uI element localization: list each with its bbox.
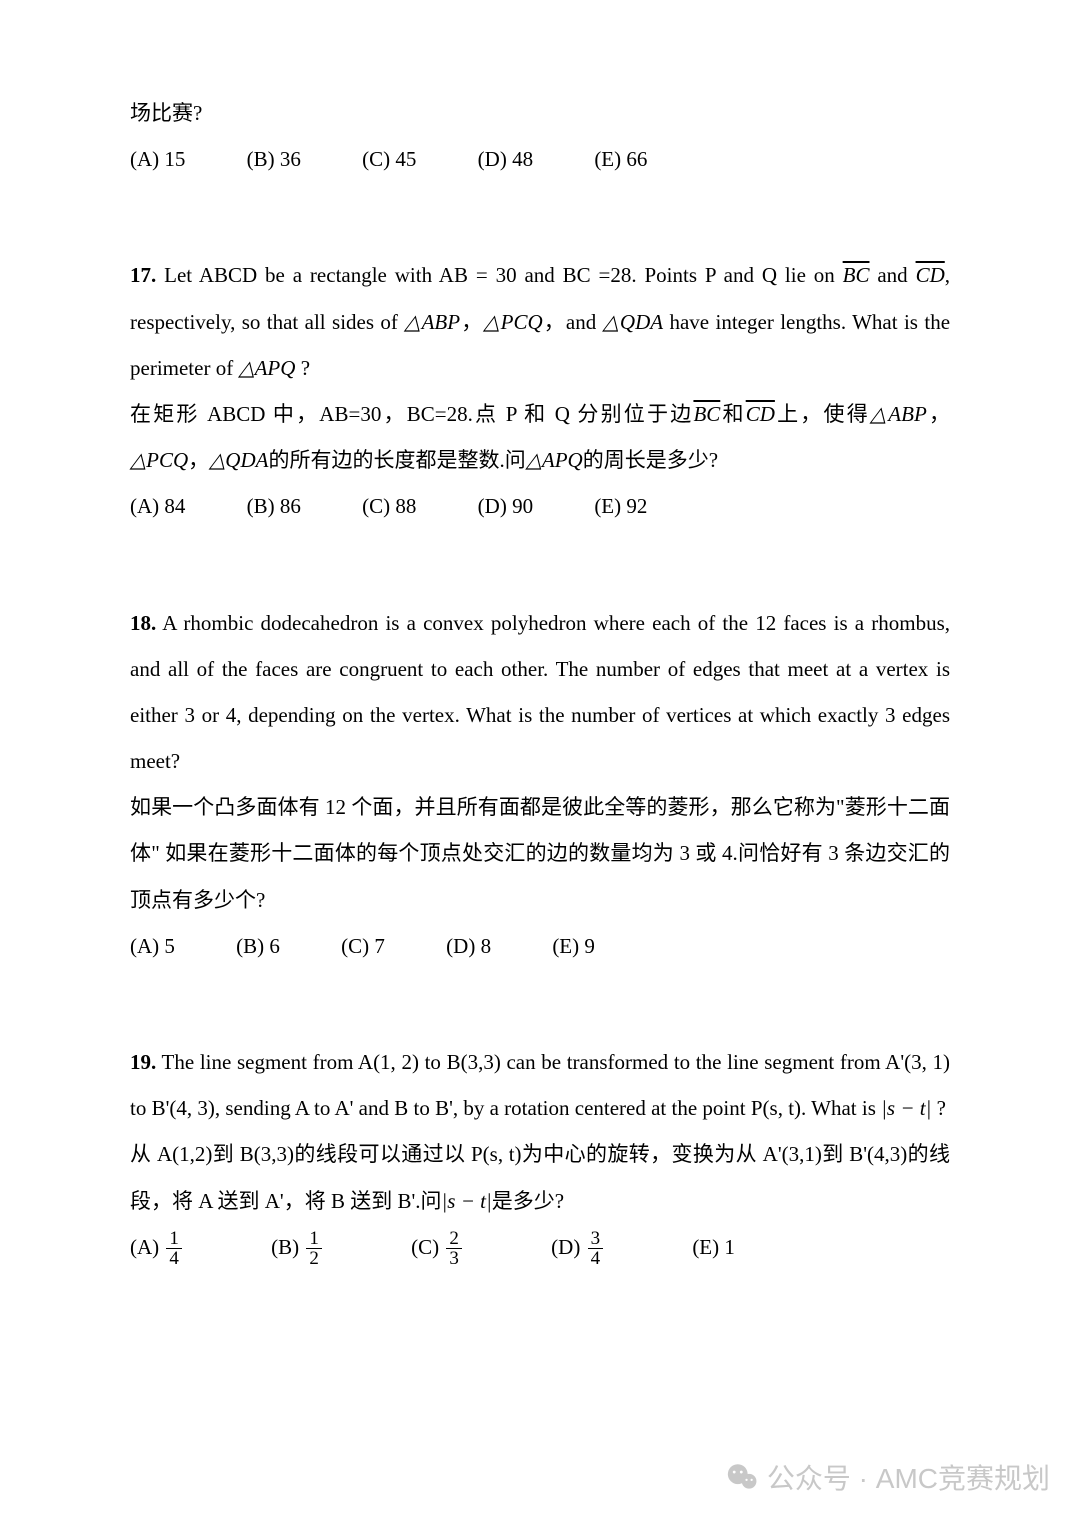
choice-b: (B) 12 xyxy=(271,1235,378,1259)
q19-number: 19. xyxy=(130,1050,156,1074)
q17-zh-part3: 上，使得 xyxy=(775,402,870,426)
choice-b-value: 12 xyxy=(306,1229,350,1270)
tri-apq: △APQ xyxy=(238,356,295,380)
frac-num: 2 xyxy=(446,1229,462,1250)
choice-e: (E) 92 xyxy=(594,494,675,518)
choice-c-value: 45 xyxy=(395,147,416,171)
expr-s-t-zh: |s − t| xyxy=(442,1189,492,1213)
choice-d-value: 48 xyxy=(512,147,533,171)
tri-pcq: △PCQ xyxy=(483,310,542,334)
choice-c-value: 23 xyxy=(446,1229,490,1270)
choice-b: (B) 6 xyxy=(236,934,308,958)
choice-a-value: 15 xyxy=(164,147,185,171)
choice-e: (E) 66 xyxy=(594,147,675,171)
q19-en-part2: ? xyxy=(931,1096,946,1120)
choice-a-value: 14 xyxy=(166,1229,210,1270)
frac-den: 4 xyxy=(166,1249,182,1269)
question-17: 17. Let ABCD be a rectangle with AB = 30… xyxy=(130,252,950,529)
choice-b-value: 6 xyxy=(269,934,280,958)
choice-e-value: 9 xyxy=(584,934,595,958)
frac-den: 4 xyxy=(588,1249,604,1269)
choice-d-value: 34 xyxy=(588,1229,632,1270)
q18-zh: 如果一个凸多面体有 12 个面，并且所有面都是彼此全等的菱形，那么它称为"菱形十… xyxy=(130,784,950,923)
watermark-text: 公众号 · AMC竞赛规划 xyxy=(767,1457,1050,1497)
q18-en: 18. A rhombic dodecahedron is a convex p… xyxy=(130,600,950,785)
q18-number: 18. xyxy=(130,611,156,635)
expr-s-t: |s − t| xyxy=(881,1096,931,1120)
q17-en-part4: ， xyxy=(460,310,483,334)
frac-den: 2 xyxy=(306,1249,322,1269)
q17-en-part5: ，and xyxy=(543,310,603,334)
choice-d: (D) 48 xyxy=(478,147,561,171)
segment-cd: CD xyxy=(916,263,945,287)
watermark: 公众号 · AMC竞赛规划 xyxy=(725,1457,1050,1497)
choice-e-value: 92 xyxy=(626,494,647,518)
question-19: 19. The line segment from A(1, 2) to B(3… xyxy=(130,1039,950,1270)
q18-en-text: A rhombic dodecahedron is a convex polyh… xyxy=(130,611,950,774)
choice-c: (C) 88 xyxy=(362,494,444,518)
choice-d: (D) 34 xyxy=(551,1235,659,1259)
q17-number: 17. xyxy=(130,263,156,287)
tri-abp: △ABP xyxy=(404,310,460,334)
choice-c: (C) 23 xyxy=(411,1235,518,1259)
segment-cd-zh: CD xyxy=(746,402,775,426)
choice-a: (A) 15 xyxy=(130,147,213,171)
tri-apq-zh: △APQ xyxy=(526,448,583,472)
q17-zh-part1: 在矩形 ABCD 中，AB=30，BC=28.点 P 和 Q 分别位于边 xyxy=(130,402,693,426)
choice-d-value: 8 xyxy=(481,934,492,958)
q17-en: 17. Let ABCD be a rectangle with AB = 30… xyxy=(130,252,950,391)
q17-zh-part5: ， xyxy=(188,448,209,472)
q19-zh: 从 A(1,2)到 B(3,3)的线段可以通过以 P(s, t)为中心的旋转，变… xyxy=(130,1131,950,1223)
q17-zh-part4: ， xyxy=(927,402,950,426)
choice-c: (C) 7 xyxy=(341,934,413,958)
q17-en-part7: ? xyxy=(295,356,310,380)
choice-c-value: 88 xyxy=(395,494,416,518)
q17-zh-part2: 和 xyxy=(720,402,745,426)
choice-c: (C) 45 xyxy=(362,147,444,171)
tri-abp-zh: △ABP xyxy=(870,402,927,426)
choice-a-value: 5 xyxy=(164,934,175,958)
frac-num: 1 xyxy=(306,1229,322,1250)
q19-en: 19. The line segment from A(1, 2) to B(3… xyxy=(130,1039,950,1131)
tri-qda-zh: △QDA xyxy=(209,448,268,472)
choice-d: (D) 90 xyxy=(478,494,561,518)
choice-a-value: 84 xyxy=(164,494,185,518)
choice-e-value: 66 xyxy=(626,147,647,171)
q17-zh: 在矩形 ABCD 中，AB=30，BC=28.点 P 和 Q 分别位于边BC和C… xyxy=(130,391,950,483)
wechat-icon xyxy=(725,1460,759,1494)
choice-b: (B) 86 xyxy=(247,494,329,518)
choice-a: (A) 5 xyxy=(130,934,203,958)
choice-d-value: 90 xyxy=(512,494,533,518)
tri-pcq-zh: △PCQ xyxy=(130,448,188,472)
choice-d: (D) 8 xyxy=(446,934,519,958)
choice-b-value: 36 xyxy=(280,147,301,171)
choice-b-value: 86 xyxy=(280,494,301,518)
segment-bc: BC xyxy=(843,263,870,287)
choice-a: (A) 14 xyxy=(130,1235,238,1259)
segment-bc-zh: BC xyxy=(693,402,720,426)
frac-den: 3 xyxy=(446,1249,462,1269)
choice-e: (E) 1 xyxy=(692,1235,763,1259)
choice-c-value: 7 xyxy=(374,934,385,958)
frac-num: 1 xyxy=(166,1229,182,1250)
q17-zh-part6: 的所有边的长度都是整数.问 xyxy=(268,448,525,472)
choice-b: (B) 36 xyxy=(247,147,329,171)
choice-e: (E) 9 xyxy=(552,934,623,958)
question-18: 18. A rhombic dodecahedron is a convex p… xyxy=(130,600,950,970)
q17-zh-part7: 的周长是多少? xyxy=(583,448,718,472)
choice-e-value: 1 xyxy=(724,1235,735,1259)
q17-en-part1: Let ABCD be a rectangle with AB = 30 and… xyxy=(164,263,843,287)
q17-en-part2: and xyxy=(869,263,915,287)
tri-qda: △QDA xyxy=(603,310,663,334)
q18-choices: (A) 5 (B) 6 (C) 7 (D) 8 (E) 9 xyxy=(130,923,950,969)
q16-tail-text: 场比赛? xyxy=(130,90,950,136)
q19-choices: (A) 14 (B) 12 (C) 23 (D) 34 (E) 1 xyxy=(130,1224,950,1270)
q16-choices: (A) 15 (B) 36 (C) 45 (D) 48 (E) 66 xyxy=(130,136,950,182)
q19-en-part1: The line segment from A(1, 2) to B(3,3) … xyxy=(130,1050,950,1120)
q19-zh-part2: 是多少? xyxy=(492,1189,564,1213)
question-16-tail: 场比赛? (A) 15 (B) 36 (C) 45 (D) 48 (E) 66 xyxy=(130,90,950,182)
frac-num: 3 xyxy=(588,1229,604,1250)
choice-a: (A) 84 xyxy=(130,494,213,518)
q17-choices: (A) 84 (B) 86 (C) 88 (D) 90 (E) 92 xyxy=(130,483,950,529)
